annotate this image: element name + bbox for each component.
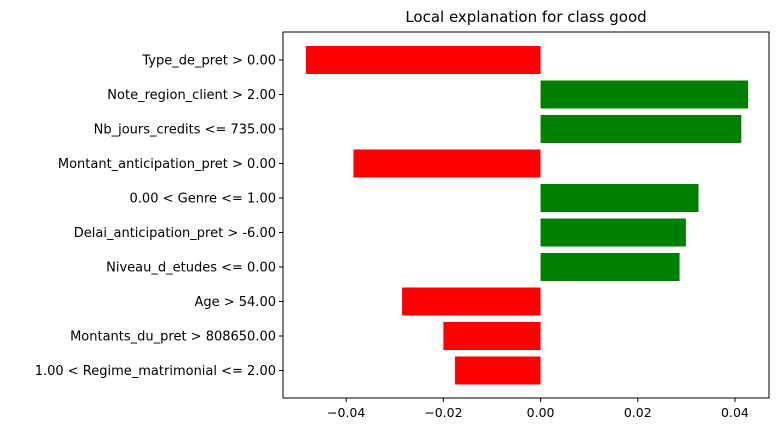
bar-5 <box>540 184 699 212</box>
category-label: Montant_anticipation_pret > 0.00 <box>58 157 276 172</box>
bar-10 <box>455 356 541 385</box>
bar-6 <box>540 218 686 247</box>
x-tick-label: 0.04 <box>721 405 749 420</box>
bar-9 <box>443 322 541 350</box>
category-label: Age > 54.00 <box>194 295 276 310</box>
category-label: Delai_anticipation_pret > -6.00 <box>74 226 276 241</box>
category-label: Nb_jours_credits <= 735.00 <box>94 123 276 138</box>
x-tick-label: 0.00 <box>527 405 555 420</box>
category-label: 1.00 < Regime_matrimonial <= 2.00 <box>35 364 276 379</box>
bar-8 <box>402 287 541 316</box>
x-tick-label: −0.02 <box>424 405 462 420</box>
category-label: Montants_du_pret > 808650.00 <box>70 330 276 345</box>
bar-2 <box>540 80 749 109</box>
bars-group <box>305 46 749 385</box>
bar-3 <box>540 115 742 143</box>
bar-4 <box>353 149 541 178</box>
plot-frame <box>282 31 770 399</box>
chart-title: Local explanation for class good <box>405 8 646 26</box>
category-labels: Type_de_pret > 0.00 Note_region_client > … <box>35 54 283 379</box>
category-label: Niveau_d_etudes <= 0.00 <box>106 261 276 276</box>
category-label: 0.00 < Genre <= 1.00 <box>130 192 276 207</box>
x-tick-label: 0.02 <box>624 405 652 420</box>
category-label: Note_region_client > 2.00 <box>107 88 276 103</box>
x-tick-label: −0.04 <box>327 405 365 420</box>
x-axis: −0.04 −0.02 0.00 0.02 0.04 <box>327 398 749 420</box>
bar-7 <box>540 253 680 281</box>
bar-1 <box>305 46 541 74</box>
category-label: Type_de_pret > 0.00 <box>141 54 276 69</box>
